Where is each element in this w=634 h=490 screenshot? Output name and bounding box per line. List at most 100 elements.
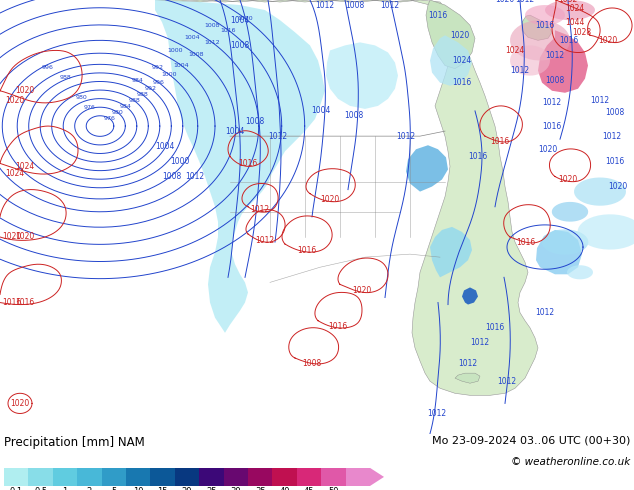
Text: 992: 992 (152, 65, 164, 70)
Polygon shape (155, 0, 538, 395)
Text: 50: 50 (328, 488, 339, 490)
Text: 1020: 1020 (237, 16, 252, 21)
Text: 1020: 1020 (538, 145, 558, 154)
Text: 1024: 1024 (5, 169, 25, 178)
Text: 1008: 1008 (204, 23, 220, 28)
Polygon shape (455, 373, 480, 383)
Text: 5: 5 (111, 488, 117, 490)
Text: 1016: 1016 (3, 298, 22, 307)
Bar (53, 468, 77, 486)
Bar (224, 468, 248, 486)
Text: 1012: 1012 (536, 308, 555, 317)
Text: 992: 992 (145, 86, 157, 91)
Text: 1012: 1012 (590, 97, 609, 105)
Text: 1012: 1012 (204, 40, 220, 45)
Text: 10: 10 (133, 488, 143, 490)
Bar (321, 468, 346, 486)
Text: 1016: 1016 (453, 78, 472, 87)
Bar (248, 468, 273, 486)
Polygon shape (538, 30, 588, 93)
Bar (4, 468, 29, 486)
Text: 1016: 1016 (486, 323, 505, 332)
Text: 1028: 1028 (573, 28, 592, 37)
Polygon shape (541, 229, 588, 255)
Text: 1012: 1012 (250, 205, 269, 214)
Text: 1012: 1012 (458, 359, 477, 368)
Text: 1016: 1016 (15, 298, 35, 307)
Polygon shape (578, 214, 634, 249)
Bar (126, 468, 150, 486)
Polygon shape (326, 42, 398, 109)
Text: 1012: 1012 (515, 0, 534, 4)
Text: 1020: 1020 (10, 399, 30, 408)
Polygon shape (567, 265, 593, 279)
Text: 996: 996 (42, 65, 54, 70)
Text: 1016: 1016 (297, 245, 316, 255)
Text: 1012: 1012 (545, 51, 564, 60)
Bar (297, 468, 321, 486)
Text: 1012: 1012 (268, 132, 288, 141)
Text: 1008: 1008 (302, 359, 321, 368)
Text: 25: 25 (206, 488, 217, 490)
Text: 1020: 1020 (609, 182, 628, 191)
Text: 40: 40 (280, 488, 290, 490)
Text: 1024: 1024 (566, 3, 585, 13)
Polygon shape (370, 468, 384, 486)
Polygon shape (510, 20, 570, 60)
Text: 0.1: 0.1 (10, 488, 23, 490)
Text: 1020: 1020 (15, 86, 35, 95)
Text: 1008: 1008 (605, 108, 624, 118)
Text: 1044: 1044 (566, 18, 585, 26)
Bar (175, 468, 199, 486)
Bar (346, 468, 370, 486)
Text: 1000: 1000 (167, 48, 183, 53)
Bar (273, 468, 297, 486)
Bar (77, 468, 101, 486)
Text: 1032: 1032 (559, 0, 578, 4)
Text: 1016: 1016 (429, 11, 448, 20)
Text: 1012: 1012 (396, 132, 415, 141)
Text: 980: 980 (112, 110, 124, 115)
Text: 1004: 1004 (311, 106, 331, 116)
Text: 1004: 1004 (155, 142, 175, 151)
Polygon shape (155, 0, 325, 333)
Text: 988: 988 (128, 98, 140, 103)
Text: 1008: 1008 (346, 0, 365, 9)
Text: 1012: 1012 (470, 339, 489, 347)
Text: 1020: 1020 (3, 232, 22, 242)
Polygon shape (522, 15, 552, 40)
Polygon shape (545, 0, 595, 20)
Polygon shape (406, 145, 448, 192)
Text: 1008: 1008 (245, 117, 264, 125)
Polygon shape (462, 288, 478, 305)
Text: 0.5: 0.5 (34, 488, 47, 490)
Polygon shape (574, 177, 626, 206)
Text: 1: 1 (62, 488, 68, 490)
Text: 1012: 1012 (256, 236, 275, 245)
Text: 1016: 1016 (542, 122, 562, 130)
Text: 984: 984 (132, 78, 144, 83)
Text: 1020: 1020 (353, 286, 372, 295)
Text: 30: 30 (231, 488, 241, 490)
Text: 1016: 1016 (469, 152, 488, 161)
Text: 1020: 1020 (5, 97, 25, 105)
Text: 45: 45 (304, 488, 314, 490)
Text: 1016: 1016 (328, 322, 347, 331)
Text: 1016: 1016 (535, 21, 555, 30)
Text: 1012: 1012 (602, 132, 621, 141)
Bar (101, 468, 126, 486)
Text: 1008: 1008 (344, 112, 364, 121)
Text: 988: 988 (136, 92, 148, 97)
Text: 1000: 1000 (162, 72, 177, 77)
Text: 988: 988 (59, 75, 71, 80)
Polygon shape (430, 227, 472, 277)
Text: © weatheronline.co.uk: © weatheronline.co.uk (511, 457, 630, 467)
Text: 1020: 1020 (320, 195, 340, 204)
Text: 1020: 1020 (15, 232, 35, 242)
Text: 1012: 1012 (185, 172, 205, 181)
Bar (199, 468, 224, 486)
Text: 1024: 1024 (505, 46, 524, 55)
Text: 1016: 1016 (490, 137, 510, 146)
Text: 20: 20 (182, 488, 192, 490)
Text: 1020: 1020 (450, 31, 470, 40)
